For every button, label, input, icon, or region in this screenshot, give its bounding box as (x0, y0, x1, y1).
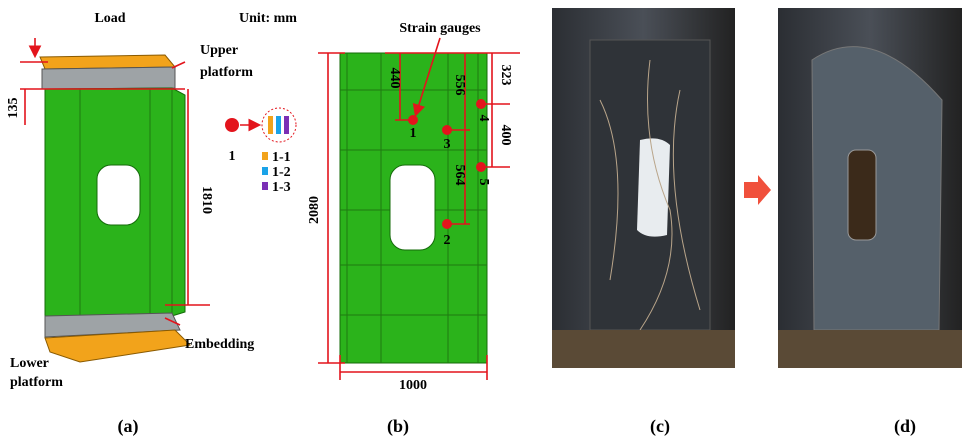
dim-label: 440 (387, 68, 402, 89)
hole (97, 165, 140, 225)
lower-platform-label: Lower (10, 356, 49, 371)
point-label: 1 (410, 126, 417, 141)
lower-platform-label: platform (10, 375, 63, 390)
gauge-id: 1 (229, 149, 236, 164)
arrow (744, 175, 771, 205)
point-label: 4 (476, 115, 491, 122)
panel-b: Strain gauges 440 556 564 323 400 2080 1… (307, 21, 520, 393)
load-label: Load (94, 11, 125, 26)
panel-d (778, 8, 962, 368)
upper-platform-label: Upper (200, 43, 238, 58)
unit-label: Unit: mm (239, 11, 297, 26)
caption: (c) (650, 416, 670, 437)
point-label: 2 (444, 233, 451, 248)
dim-label: 564 (452, 165, 467, 186)
dim-label: 135 (6, 98, 21, 119)
gauge-dot (225, 118, 239, 132)
gauge-part: 1-1 (272, 150, 291, 165)
dim-label: 2080 (307, 196, 322, 224)
upper-block (42, 67, 175, 89)
embedding-label: Embedding (185, 337, 254, 352)
dim-label: 323 (498, 65, 513, 86)
figure: Load Unit: mm Upper platform 135 1810 1 … (0, 0, 963, 445)
point-label: 3 (444, 137, 451, 152)
panel-a: Load Unit: mm Upper platform 135 1810 1 … (6, 11, 297, 390)
caption: (a) (118, 416, 139, 437)
dim-label: 1810 (199, 186, 214, 214)
upper-platform-label: platform (200, 65, 253, 80)
caption: (b) (387, 416, 409, 437)
panel-c (552, 8, 735, 368)
dim-label: 400 (498, 125, 513, 146)
dim-label: 556 (452, 75, 467, 96)
dim-label: 1000 (399, 378, 427, 393)
gauge-part: 1-3 (272, 180, 291, 195)
caption: (d) (894, 416, 916, 437)
hole (390, 165, 435, 250)
strain-gauges-label: Strain gauges (399, 21, 481, 36)
gauge-part: 1-2 (272, 165, 291, 180)
point-label: 5 (476, 179, 491, 186)
